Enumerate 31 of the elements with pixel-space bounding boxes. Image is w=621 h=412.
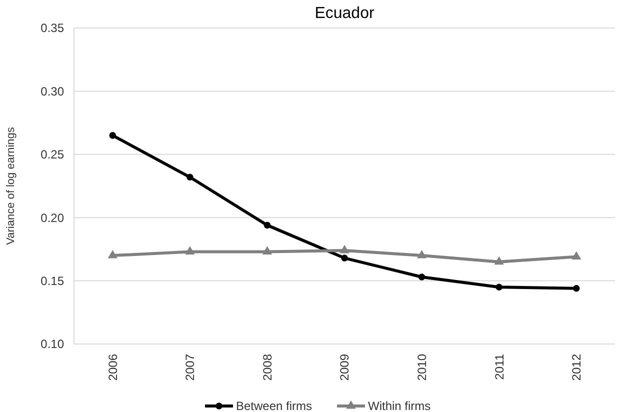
y-tick-label: 0.30 — [40, 84, 64, 98]
point — [108, 250, 118, 258]
x-tick-label: 2006 — [106, 354, 120, 381]
x-tick-label: 2011 — [492, 354, 506, 380]
x-tick-label: 2010 — [414, 354, 429, 381]
point — [185, 246, 195, 255]
y-tick-label: 0.20 — [40, 210, 64, 225]
point — [496, 284, 502, 290]
point — [572, 251, 582, 260]
x-tick-label: 2012 — [570, 354, 584, 381]
y-axis-title: Variance of log earnings — [5, 126, 17, 245]
chart-title: Ecuador — [314, 5, 375, 22]
y-tick-label: 0.25 — [40, 148, 64, 162]
legend-label: Within firms — [368, 399, 431, 412]
x-tick-label: 2009 — [338, 354, 352, 381]
x-tick-label: 2008 — [260, 354, 274, 381]
point — [418, 274, 426, 280]
point — [572, 285, 580, 292]
y-tick-label: 0.35 — [40, 21, 64, 36]
point — [341, 254, 348, 262]
y-tick-label: 0.15 — [40, 274, 64, 288]
legend-label: Between firms — [236, 399, 312, 412]
x-tick-label: 2007 — [183, 354, 198, 381]
y-tick-label: 0.10 — [40, 337, 64, 352]
point — [186, 174, 194, 181]
point — [109, 132, 116, 139]
point — [416, 250, 427, 258]
point — [494, 256, 504, 265]
point — [264, 222, 271, 229]
point — [262, 246, 272, 255]
point — [340, 244, 350, 254]
